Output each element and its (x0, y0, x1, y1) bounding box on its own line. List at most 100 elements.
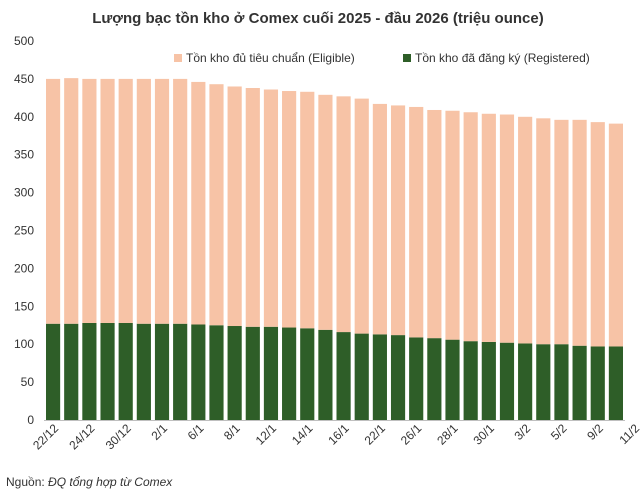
x-tick-label: 9/2 (584, 421, 606, 443)
bar-eligible (590, 122, 605, 347)
y-tick-label: 350 (14, 148, 34, 162)
bar-eligible (227, 86, 242, 327)
bar-eligible (136, 78, 151, 324)
bar-eligible (481, 113, 496, 342)
bar-eligible (118, 78, 133, 323)
bar-registered (481, 341, 496, 420)
bar-eligible (282, 91, 297, 328)
bar-registered (300, 328, 315, 420)
y-tick-label: 150 (14, 299, 34, 313)
bar-eligible (318, 94, 333, 330)
chart-title: Lượng bạc tồn kho ở Comex cuối 2025 - đầ… (92, 10, 543, 27)
bar-registered (427, 338, 442, 420)
bar-eligible (300, 91, 315, 329)
bar-eligible (608, 123, 623, 347)
bar-registered (282, 327, 297, 420)
x-tick-label: 30/12 (103, 421, 134, 452)
x-tick-label: 22/1 (362, 421, 389, 448)
bar-eligible (209, 84, 224, 326)
bar-eligible (390, 105, 406, 336)
bar-registered (227, 326, 242, 420)
bar-eligible (82, 78, 97, 323)
bar-eligible (536, 118, 551, 345)
bar-eligible (463, 112, 478, 342)
x-tick-label: 14/1 (289, 421, 316, 448)
bar-registered (118, 322, 133, 420)
x-tick-label: 24/12 (66, 421, 97, 452)
bar-eligible (64, 78, 79, 324)
bar-registered (554, 344, 569, 420)
bar-eligible (499, 114, 515, 343)
bar-registered (518, 343, 533, 420)
x-tick-label: 28/1 (434, 421, 461, 448)
legend-swatch (403, 54, 411, 62)
bar-registered (245, 326, 260, 420)
x-tick-label: 5/2 (548, 421, 570, 443)
y-tick-label: 100 (14, 337, 34, 351)
bar-registered (372, 334, 387, 420)
y-tick-label: 450 (14, 72, 34, 86)
bar-registered (572, 345, 587, 420)
x-tick-label: 26/1 (398, 421, 425, 448)
source-name: ĐQ tổng hợp từ Comex (48, 475, 173, 489)
bar-registered (46, 323, 61, 420)
bar-eligible (46, 78, 61, 324)
bar-eligible (245, 88, 260, 327)
bar-registered (536, 344, 551, 420)
x-tick-label: 12/1 (253, 421, 280, 448)
y-tick-label: 50 (21, 375, 35, 389)
x-tick-label: 6/1 (185, 421, 207, 443)
bar-registered (100, 322, 115, 420)
legend-swatch (174, 54, 182, 62)
bar-eligible (263, 89, 279, 327)
y-tick-label: 300 (14, 186, 34, 200)
legend: Tồn kho đủ tiêu chuẩn (Eligible) Tồn kho … (174, 51, 590, 65)
bar-registered (191, 324, 206, 420)
bar-eligible (427, 109, 442, 339)
bars (46, 78, 623, 420)
x-tick-label: 8/1 (221, 421, 243, 443)
bar-eligible (100, 78, 115, 323)
x-tick-label: 3/2 (512, 421, 534, 443)
x-tick-label: 16/1 (325, 421, 352, 448)
bar-registered (154, 323, 170, 420)
bar-eligible (445, 110, 460, 340)
x-tick-label: 30/1 (471, 421, 498, 448)
bar-eligible (354, 98, 369, 334)
bar-registered (64, 323, 79, 420)
bar-registered (463, 341, 478, 420)
bar-registered (209, 325, 224, 420)
bar-eligible (518, 116, 533, 344)
x-axis: 22/12 24/12 30/12 2/1 6/1 8/1 12/1 14/1 16/1 22/1… (30, 420, 640, 452)
bar-eligible (554, 119, 569, 345)
bar-registered (354, 333, 369, 420)
bar-eligible (154, 78, 170, 324)
bar-eligible (372, 103, 387, 335)
bar-registered (390, 335, 406, 420)
bar-registered (82, 322, 97, 420)
bar-registered (590, 346, 605, 420)
bar-registered (409, 337, 424, 420)
y-tick-label: 0 (27, 413, 34, 427)
bar-eligible (173, 78, 188, 324)
bar-registered (173, 323, 188, 420)
source-label: Nguồn: (6, 475, 45, 489)
bar-registered (336, 332, 351, 420)
bar-registered (263, 326, 279, 420)
legend-label: Tồn kho đã đăng ký (Registered) (415, 51, 590, 65)
x-tick-label: 2/1 (148, 421, 170, 443)
y-tick-label: 500 (14, 34, 34, 48)
source-note: Nguồn: ĐQ tổng hợp từ Comex (6, 475, 172, 489)
y-tick-label: 200 (14, 261, 34, 275)
bar-eligible (191, 81, 206, 325)
legend-label: Tồn kho đủ tiêu chuẩn (Eligible) (186, 51, 355, 65)
bar-registered (499, 342, 515, 420)
x-tick-label: 11/2 (616, 421, 640, 447)
bar-eligible (409, 106, 424, 338)
bar-registered (445, 339, 460, 420)
y-tick-label: 400 (14, 110, 34, 124)
y-axis: 0 50 100 150 200 250 300 350 400 450 500 (14, 34, 34, 427)
bar-eligible (336, 96, 351, 333)
x-tick-label: 22/12 (30, 421, 61, 452)
